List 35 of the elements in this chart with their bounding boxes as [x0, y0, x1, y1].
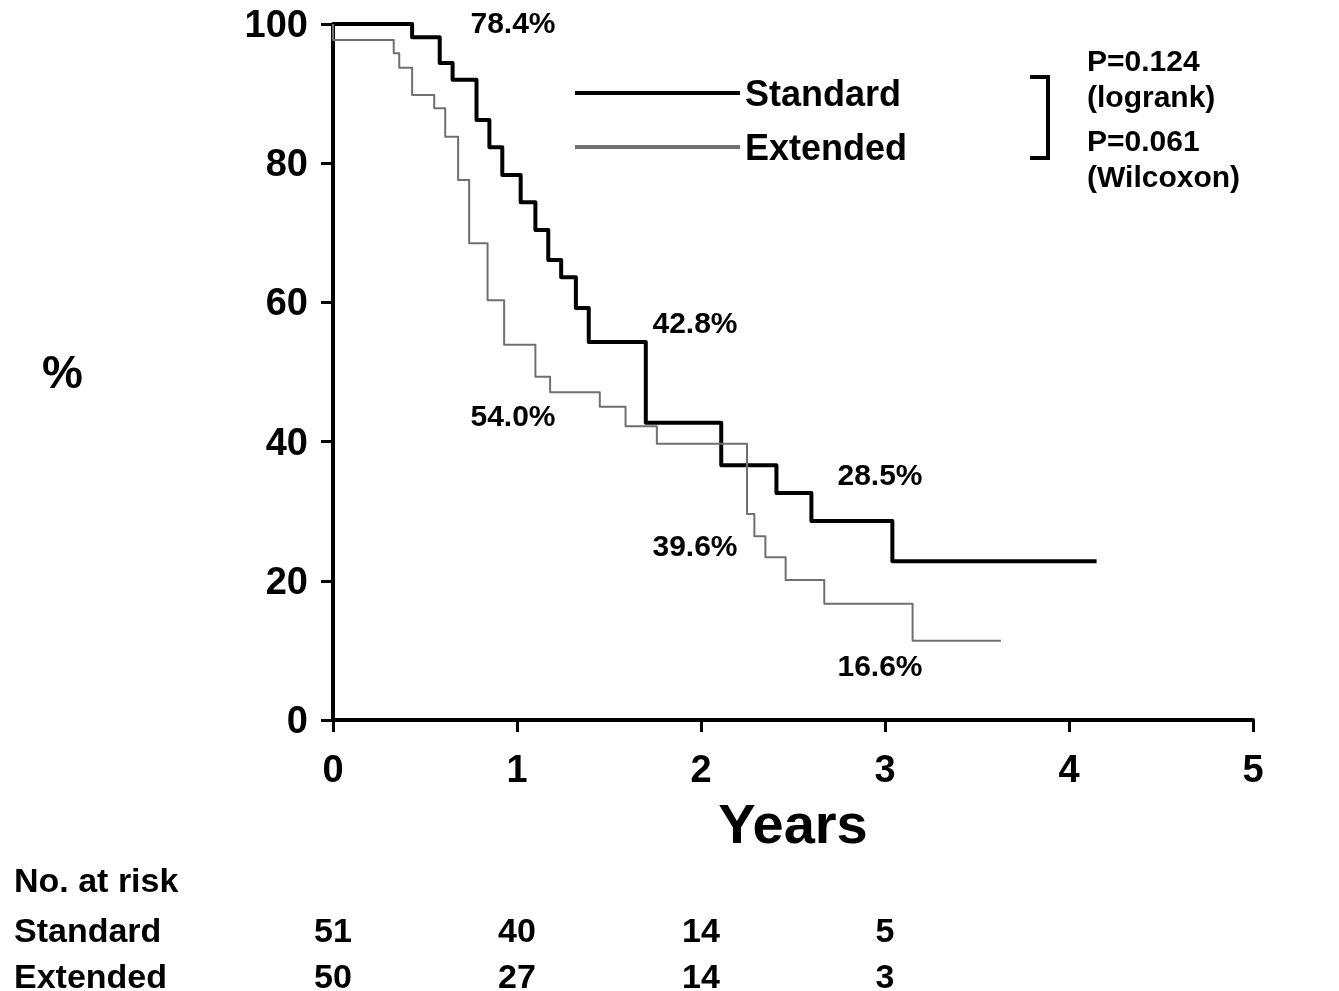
annotation: 28.5%: [837, 458, 923, 492]
legend-label: Standard: [745, 72, 902, 114]
x-tick-label: 5: [1242, 748, 1264, 790]
annotation: 39.6%: [652, 528, 738, 562]
text: 14: [682, 957, 720, 991]
text: 40: [498, 911, 536, 949]
text: 27: [498, 957, 536, 991]
x-tick-label: 0: [322, 748, 344, 790]
annotation: 78.4%: [470, 5, 556, 39]
legend-label: Extended: [745, 126, 908, 168]
text: 3: [875, 957, 895, 991]
y-tick-label: 40: [265, 420, 308, 463]
text: 14: [682, 911, 720, 949]
annotation: 16.6%: [837, 648, 923, 682]
text: Standard: [14, 911, 162, 949]
y-tick-label: 0: [286, 699, 308, 741]
text: No. at risk: [14, 861, 179, 899]
annotation: P=0.061 (Wilcoxon): [1087, 123, 1241, 193]
text: 50: [314, 957, 352, 991]
annotation: 54.0%: [470, 398, 556, 432]
annotation: P=0.124 (logrank): [1087, 43, 1216, 113]
text: 5: [875, 911, 895, 949]
y-tick-label: 80: [265, 142, 308, 185]
x-tick-label: 1: [506, 748, 528, 790]
y-axis-title: %: [42, 346, 83, 398]
x-axis-title: Years: [718, 791, 868, 855]
x-tick-label: 3: [874, 748, 896, 790]
x-tick-label: 2: [690, 748, 712, 790]
annotation: 42.8%: [652, 305, 738, 339]
x-tick-label: 4: [1058, 748, 1080, 790]
y-tick-label: 100: [244, 3, 308, 45]
y-tick-label: 60: [265, 281, 308, 324]
text: Extended: [14, 957, 168, 991]
text: 51: [314, 911, 352, 949]
y-tick-label: 20: [265, 559, 308, 602]
